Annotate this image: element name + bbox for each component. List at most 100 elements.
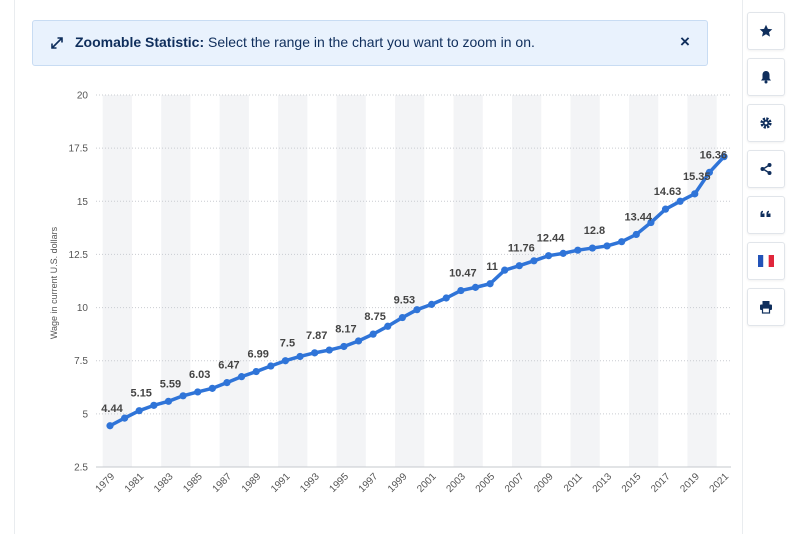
- data-point[interactable]: [179, 392, 187, 400]
- share-icon: [759, 162, 773, 176]
- x-axis-ticks: 1979 1981 1983 1985 1987 1989 1991 1993 1995 1997…: [94, 471, 732, 495]
- share-button[interactable]: [747, 150, 785, 188]
- data-point[interactable]: [544, 252, 553, 260]
- data-point[interactable]: [325, 346, 333, 354]
- data-point[interactable]: [691, 190, 699, 198]
- y-axis-label: Wage in current U.S. dollars: [49, 226, 59, 339]
- data-point[interactable]: [106, 422, 114, 430]
- year-band: [336, 95, 366, 467]
- data-point[interactable]: [150, 401, 158, 409]
- data-label: 9.53: [394, 295, 415, 307]
- x-tick-label: 1979: [94, 471, 118, 495]
- x-tick-label: 2013: [591, 471, 615, 495]
- data-label: 13.44: [625, 211, 653, 223]
- year-band: [687, 95, 717, 467]
- data-point[interactable]: [252, 367, 260, 376]
- data-point[interactable]: [647, 218, 655, 227]
- x-tick-label: 1991: [269, 471, 293, 495]
- year-band: [628, 95, 659, 467]
- x-tick-label: 1985: [181, 471, 205, 495]
- data-label: 7.87: [306, 330, 327, 342]
- data-point[interactable]: [486, 280, 494, 288]
- data-point[interactable]: [501, 266, 509, 274]
- data-point[interactable]: [428, 300, 436, 308]
- flag-icon: [758, 255, 774, 267]
- data-point[interactable]: [705, 168, 713, 176]
- star-icon: [759, 24, 773, 38]
- data-point[interactable]: [676, 197, 684, 205]
- data-point[interactable]: [208, 384, 216, 392]
- data-point[interactable]: [574, 246, 582, 254]
- y-axis-ticks: 2.5 5 7.5 10 12.5 15 17.5 20: [69, 91, 89, 474]
- data-point[interactable]: [296, 352, 304, 361]
- x-tick-label: 1987: [211, 471, 235, 495]
- data-points: [106, 153, 728, 430]
- data-point[interactable]: [661, 205, 670, 213]
- language-button[interactable]: [747, 242, 785, 280]
- data-point[interactable]: [457, 286, 465, 295]
- x-tick-label: 1981: [123, 471, 147, 495]
- close-icon[interactable]: ×: [680, 32, 690, 51]
- y-tick-label: 12.5: [69, 250, 89, 261]
- data-point[interactable]: [267, 362, 275, 370]
- x-tick-label: 2003: [444, 471, 468, 495]
- data-label: 6.99: [247, 349, 268, 361]
- data-point[interactable]: [471, 283, 480, 291]
- banner-title: Zoomable Statistic:: [75, 34, 205, 50]
- data-point[interactable]: [164, 397, 173, 405]
- x-tick-label: 2015: [620, 471, 644, 495]
- data-point[interactable]: [413, 306, 421, 314]
- expand-icon: [49, 35, 65, 51]
- notification-button[interactable]: [747, 58, 785, 96]
- x-tick-label: 2019: [678, 471, 702, 495]
- data-label: 4.44: [101, 403, 123, 415]
- x-tick-label: 2001: [415, 471, 439, 495]
- y-tick-label: 17.5: [69, 144, 89, 155]
- data-label: 6.47: [218, 360, 239, 372]
- data-point[interactable]: [720, 153, 728, 161]
- data-label: 15.35: [683, 171, 711, 183]
- y-tick-label: 2.5: [74, 463, 88, 474]
- year-band: [512, 95, 542, 467]
- data-point[interactable]: [237, 373, 246, 381]
- data-point[interactable]: [559, 249, 567, 257]
- x-tick-label: 1989: [240, 471, 264, 495]
- settings-button[interactable]: [747, 104, 785, 142]
- y-tick-label: 5: [82, 409, 88, 420]
- data-point[interactable]: [530, 257, 538, 265]
- print-icon: [759, 300, 773, 314]
- data-point[interactable]: [135, 407, 143, 415]
- data-labels: 4.44 5.15 5.59 6.03 6.47 6.99 7.5 7.87 8.17 8.75 9…: [101, 149, 727, 414]
- x-tick-label: 2011: [562, 471, 585, 494]
- data-point[interactable]: [194, 388, 202, 396]
- data-point[interactable]: [515, 262, 523, 270]
- year-band: [219, 95, 249, 467]
- y-tick-label: 20: [77, 91, 89, 102]
- data-point[interactable]: [384, 322, 392, 330]
- data-point[interactable]: [340, 342, 348, 351]
- data-label: 11: [486, 261, 498, 273]
- cite-button[interactable]: [747, 196, 785, 234]
- y-tick-label: 7.5: [74, 356, 88, 367]
- data-point[interactable]: [354, 337, 363, 345]
- data-point[interactable]: [603, 242, 611, 250]
- data-point[interactable]: [632, 230, 640, 239]
- data-point[interactable]: [281, 357, 290, 365]
- favorite-button[interactable]: [747, 12, 785, 50]
- print-button[interactable]: [747, 288, 785, 326]
- x-tick-label: 1983: [152, 471, 176, 495]
- data-point[interactable]: [223, 379, 231, 387]
- data-point[interactable]: [311, 349, 319, 357]
- data-point[interactable]: [398, 313, 406, 322]
- data-point[interactable]: [121, 414, 129, 422]
- data-point[interactable]: [588, 244, 597, 252]
- data-label: 8.75: [364, 311, 385, 323]
- data-label: 14.63: [654, 186, 682, 198]
- side-toolbar: [747, 12, 787, 334]
- data-point[interactable]: [369, 330, 377, 338]
- x-tick-label: 2009: [532, 471, 556, 495]
- x-tick-label: 1995: [328, 471, 352, 495]
- data-point[interactable]: [442, 294, 450, 302]
- data-point[interactable]: [618, 238, 626, 246]
